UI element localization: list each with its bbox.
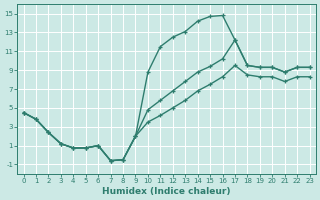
X-axis label: Humidex (Indice chaleur): Humidex (Indice chaleur) (102, 187, 231, 196)
